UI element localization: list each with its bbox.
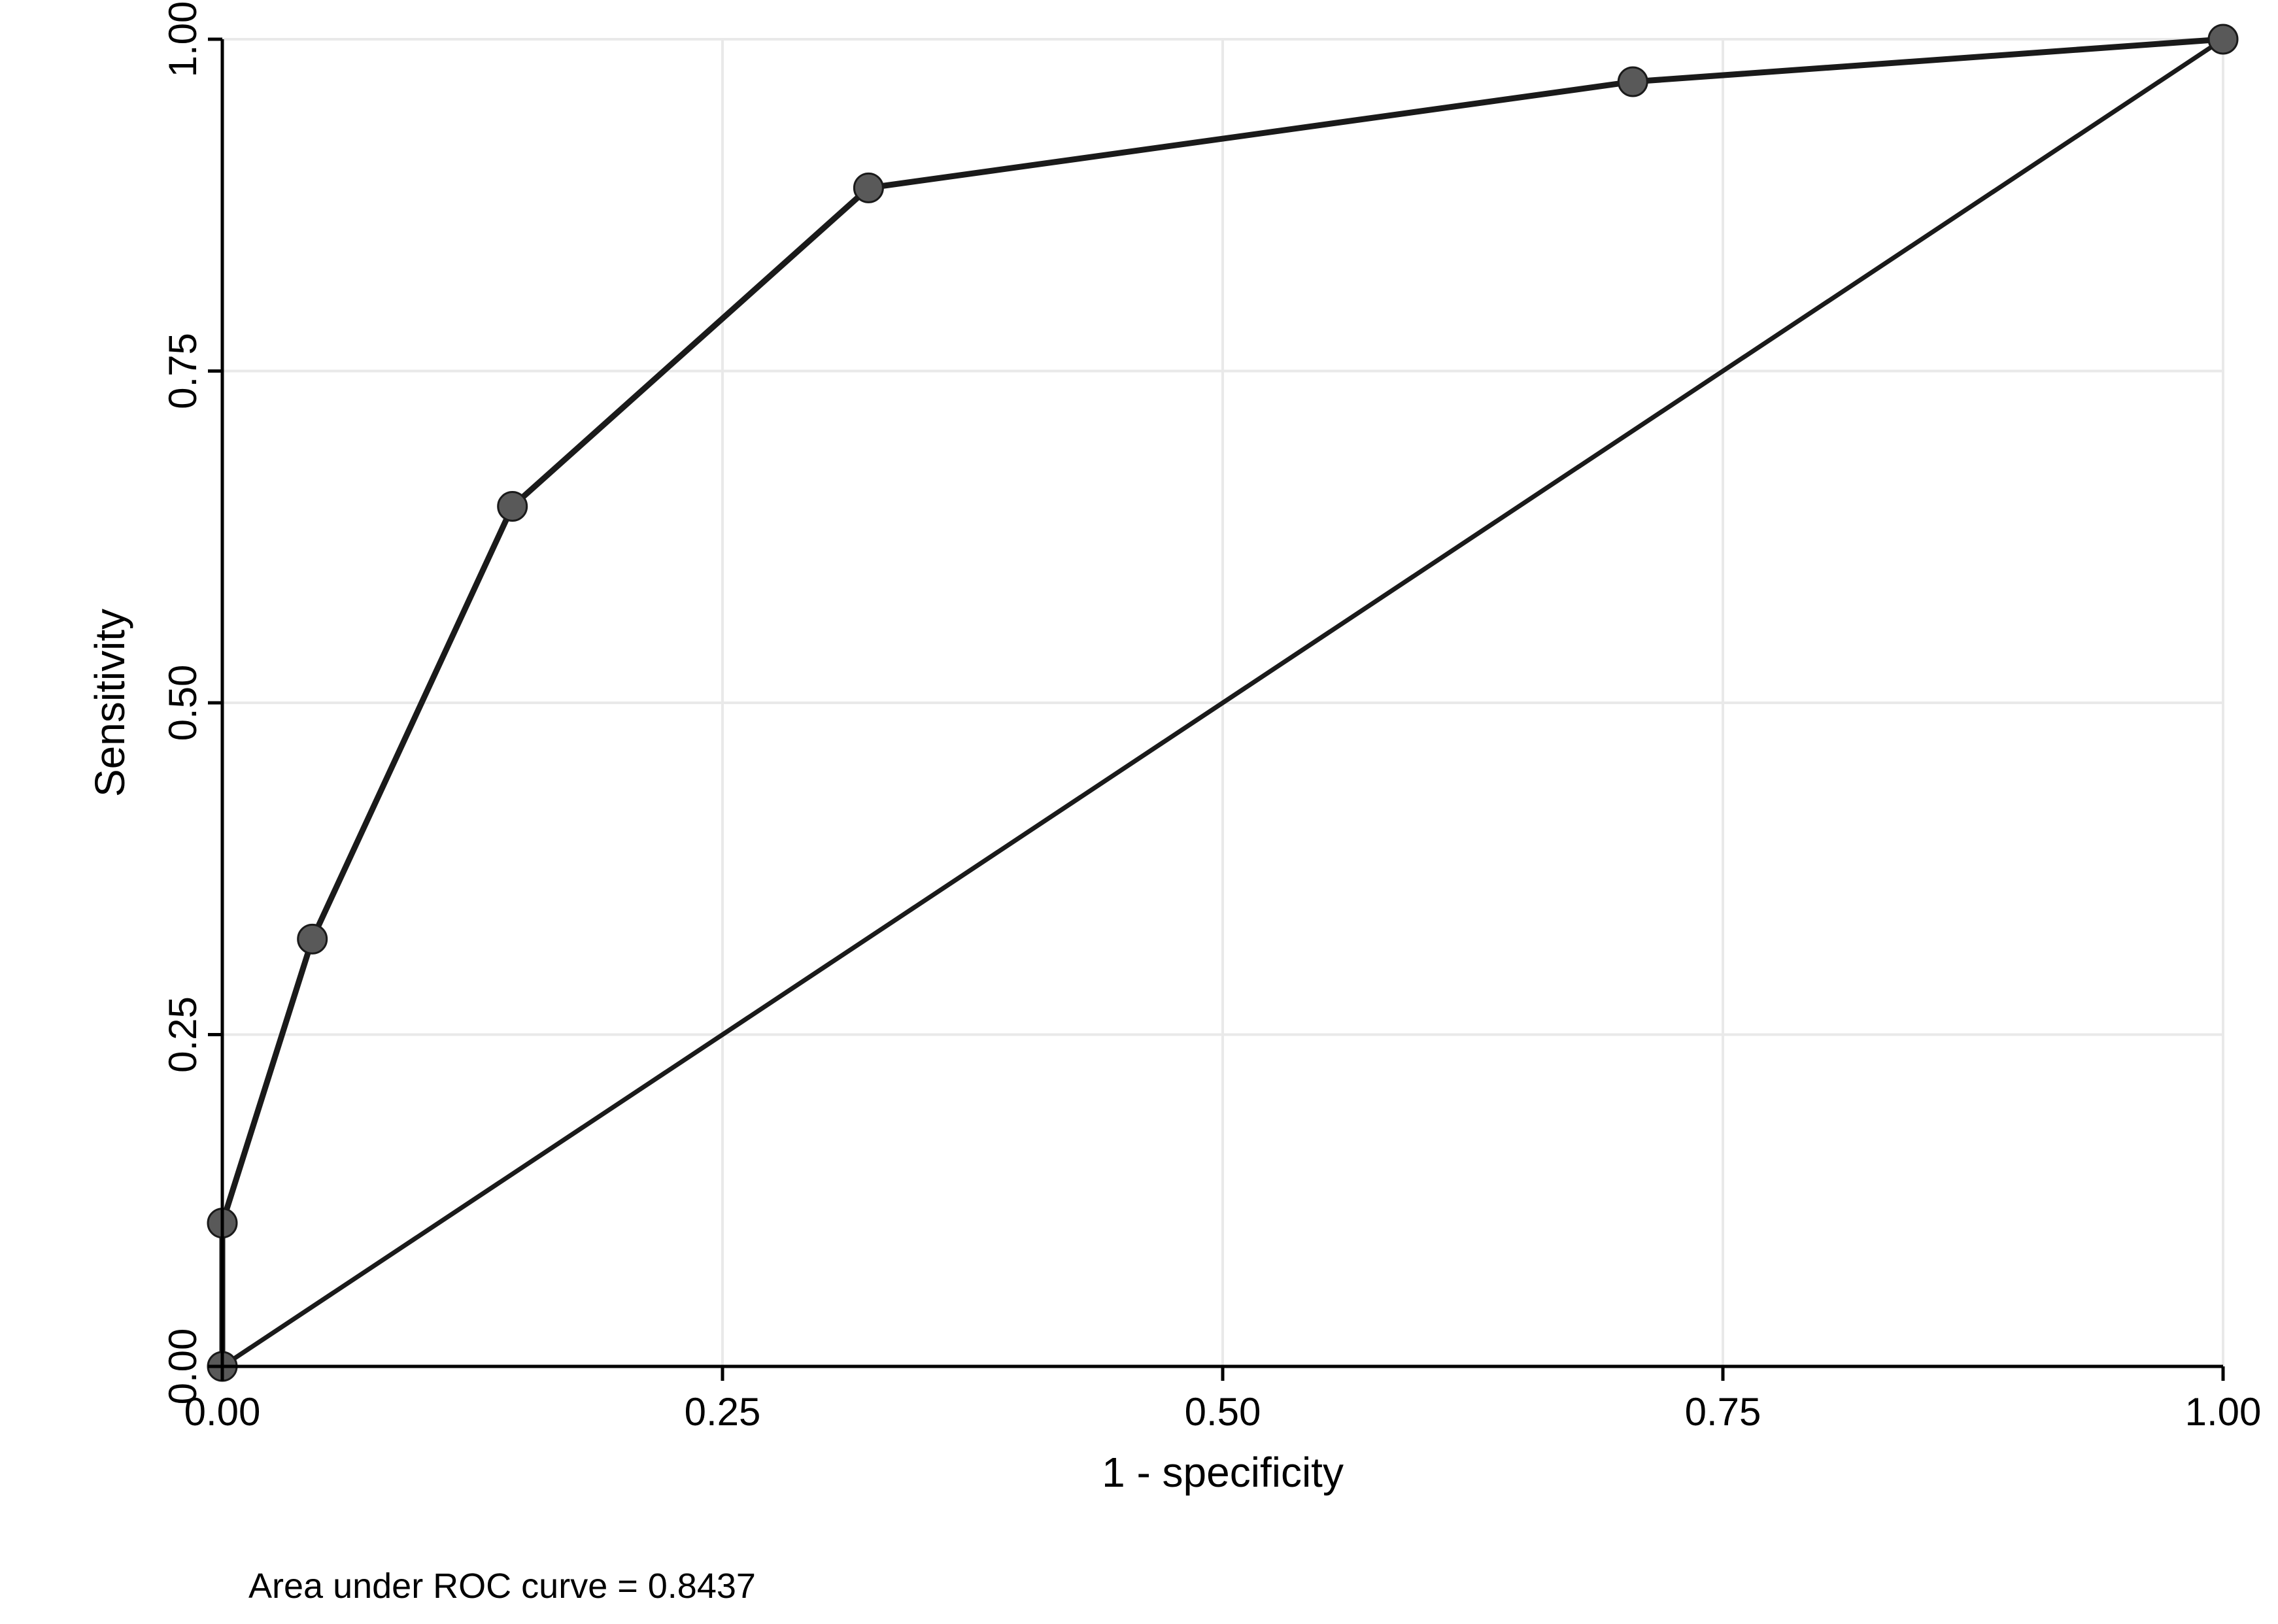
roc-chart-svg: 0.000.250.500.751.000.000.250.500.751.00… bbox=[0, 0, 2278, 1624]
roc-chart-container: 0.000.250.500.751.000.000.250.500.751.00… bbox=[0, 0, 2278, 1624]
y-tick-label: 0.75 bbox=[161, 333, 205, 409]
x-tick-label: 0.75 bbox=[1685, 1390, 1761, 1434]
roc-point-marker bbox=[298, 924, 327, 953]
roc-point-marker bbox=[854, 173, 883, 202]
y-axis-label: Sensitivity bbox=[86, 609, 133, 797]
x-tick-label: 0.25 bbox=[685, 1390, 761, 1434]
chart-caption: Area under ROC curve = 0.8437 bbox=[248, 1566, 756, 1606]
y-tick-label: 0.50 bbox=[161, 665, 205, 741]
roc-point-marker bbox=[2209, 25, 2237, 54]
y-tick-label: 1.00 bbox=[161, 1, 205, 78]
roc-point-marker bbox=[498, 492, 527, 521]
x-tick-label: 1.00 bbox=[2185, 1390, 2262, 1434]
y-tick-label: 0.25 bbox=[161, 996, 205, 1073]
roc-point-marker bbox=[1618, 67, 1647, 96]
x-axis-label: 1 - specificity bbox=[1102, 1449, 1344, 1496]
x-tick-label: 0.50 bbox=[1185, 1390, 1261, 1434]
y-tick-label: 0.00 bbox=[161, 1328, 205, 1405]
